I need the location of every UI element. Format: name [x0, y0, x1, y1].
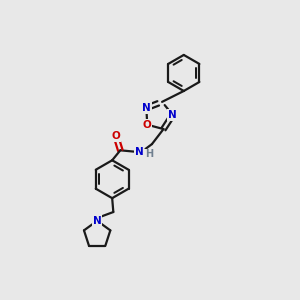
Text: N: N [168, 110, 177, 120]
Text: N: N [135, 147, 144, 157]
Text: O: O [112, 131, 121, 141]
Text: N: N [142, 103, 151, 113]
Text: N: N [93, 216, 101, 226]
Text: H: H [145, 149, 153, 160]
Text: O: O [143, 120, 152, 130]
